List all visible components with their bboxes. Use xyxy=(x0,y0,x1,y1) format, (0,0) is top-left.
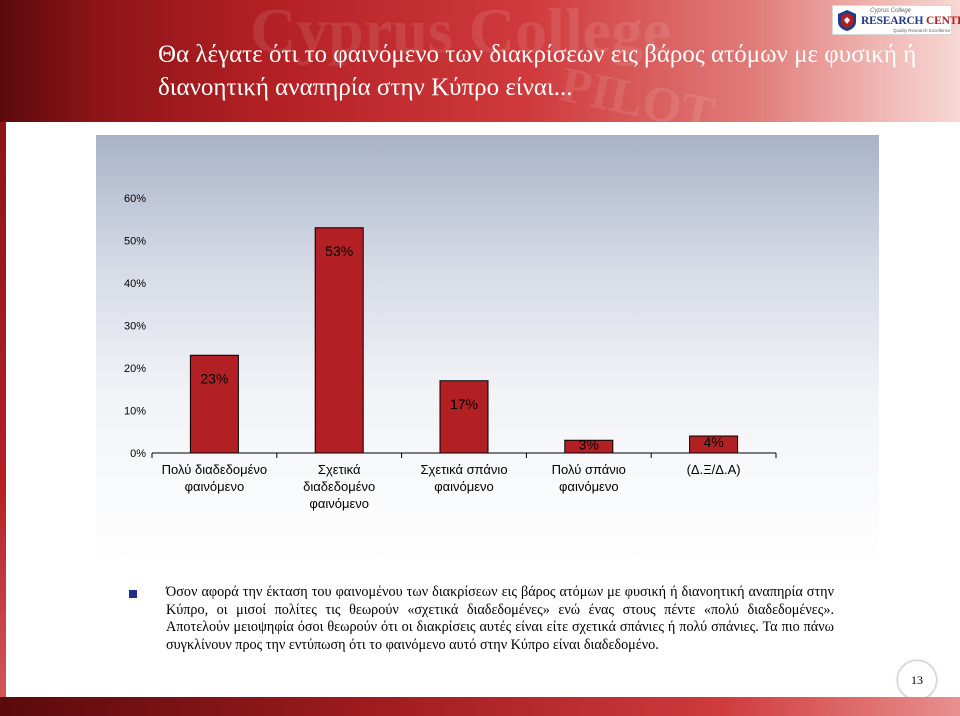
logo-line2: RESEARCH CENTER xyxy=(861,15,960,27)
y-tick-label: 0% xyxy=(130,448,146,460)
data-label: 53% xyxy=(325,243,353,259)
bar xyxy=(314,227,364,454)
data-label: 3% xyxy=(579,436,599,452)
bullet-icon xyxy=(129,590,137,598)
x-category-label: φαινόμενο xyxy=(309,496,369,511)
y-tick-label: 20% xyxy=(124,363,146,375)
x-category-label: Πολύ σπάνιο xyxy=(552,462,626,477)
research-center-logo: Cyprus College RESEARCH CENTER Quality R… xyxy=(832,5,960,35)
x-category-label: Σχετικά xyxy=(318,462,361,477)
logo-line3: Quality Research Excellence xyxy=(893,28,951,33)
page-number-badge: 13 xyxy=(897,660,937,700)
data-label: 4% xyxy=(703,434,723,450)
bar xyxy=(439,380,489,454)
chart-background xyxy=(96,135,879,565)
logo-line1: Cyprus College xyxy=(870,8,912,14)
bar xyxy=(189,354,239,454)
slide-header: Cyprus College PILOT Θα λέγατε ότι το φα… xyxy=(0,0,960,122)
slide-title: Θα λέγατε ότι το φαινόμενο των διακρίσεω… xyxy=(158,41,917,101)
x-category-label: φαινόμενο xyxy=(185,479,245,494)
x-category-label: διαδεδομένο xyxy=(303,479,375,494)
x-category-label: φαινόμενο xyxy=(559,479,619,494)
left-accent-strip xyxy=(0,122,6,716)
y-tick-label: 30% xyxy=(124,321,146,333)
x-category-label: φαινόμενο xyxy=(434,479,494,494)
page-number: 13 xyxy=(911,673,923,687)
y-tick-label: 50% xyxy=(124,236,146,248)
x-category-label: Πολύ διαδεδομένο xyxy=(162,462,267,477)
data-label: 17% xyxy=(450,396,478,412)
logo-research: RESEARCH xyxy=(861,15,924,27)
x-category-label: (Δ.Ξ/Δ.Α) xyxy=(687,462,741,477)
data-label: 23% xyxy=(200,370,228,386)
logo-center: CENTER xyxy=(926,15,960,27)
bar-chart: 0% 10% 20% 30% 40% 50% 60% 23% Πολύ διαδεδομένο φ… xyxy=(124,193,777,511)
logo-emblem-icon xyxy=(838,10,856,31)
body-paragraph: Όσον αφορά την έκταση του φαινομένου των… xyxy=(166,584,834,653)
x-category-label: Σχετικά σπάνιο xyxy=(420,462,507,477)
y-tick-label: 60% xyxy=(124,193,146,205)
bottom-bar xyxy=(0,697,960,716)
y-tick-label: 10% xyxy=(124,406,146,418)
y-tick-label: 40% xyxy=(124,278,146,290)
